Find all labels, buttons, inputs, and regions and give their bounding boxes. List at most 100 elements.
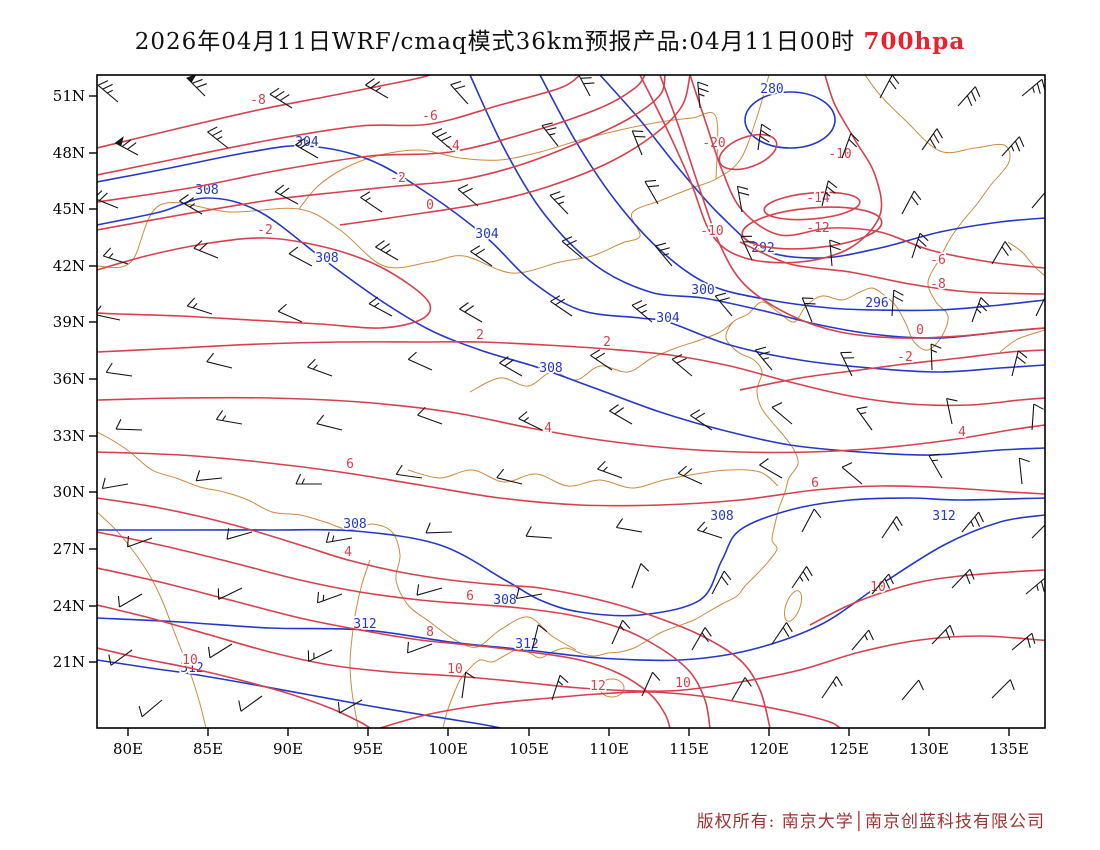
lat-tick-label: 27N [53, 540, 85, 558]
wind-barb [901, 679, 924, 701]
wind-barb [740, 235, 755, 261]
contour-label: 6 [346, 457, 354, 472]
height-contour [97, 659, 501, 728]
wind-barb [407, 351, 433, 371]
wind-barb [207, 126, 229, 149]
contour-label: 304 [475, 227, 499, 242]
wind-barb [97, 305, 121, 321]
lon-tick-label: 110E [589, 740, 629, 758]
wind-barb [238, 695, 263, 712]
wind-barb [696, 521, 723, 539]
wind-barb [417, 406, 443, 425]
wind-barb [901, 190, 922, 215]
contour-label: 10 [447, 662, 463, 677]
wind-barb [307, 649, 333, 662]
wind-barb [1021, 78, 1045, 97]
height-contour [469, 75, 1045, 339]
wind-barb [791, 566, 813, 589]
lon-tick-label: 115E [669, 740, 709, 758]
title-main: 2026年04月11日WRF/cmaq模式36km预报产品:04月11日00时 [134, 29, 856, 55]
wind-barb [609, 404, 633, 425]
lon-tick-label: 135E [989, 740, 1029, 758]
wind-barb [101, 477, 129, 490]
contour-label: -8 [930, 277, 946, 292]
wind-barb [851, 629, 874, 651]
wind-barb [615, 518, 643, 533]
wind-barb [179, 194, 203, 215]
geo-outline [469, 321, 734, 393]
title-level: 700hpa [863, 28, 966, 55]
contour-label: 0 [426, 198, 434, 213]
wind-barb [771, 402, 793, 425]
wind-barb [1018, 457, 1030, 485]
wind-barb [457, 184, 479, 207]
wind-barb [1025, 577, 1045, 595]
temperature-contour [97, 75, 646, 203]
contour-label: 4 [544, 421, 552, 436]
height-contour [599, 75, 1045, 259]
wind-barb [821, 676, 843, 699]
contour-label: 308 [710, 509, 733, 524]
contour-label: 12 [590, 679, 606, 694]
temperature-contour [97, 75, 666, 231]
contour-label: 300 [691, 283, 714, 298]
contour-label: 4 [344, 545, 352, 560]
wind-barb [578, 75, 595, 97]
wind-barb [677, 465, 703, 485]
wind-barb [193, 240, 219, 259]
wind-barb [470, 245, 493, 267]
wind-barb [931, 624, 955, 645]
wind-barb [461, 671, 476, 699]
wind-barb [891, 289, 904, 317]
lon-tick-label: 95E [353, 740, 383, 758]
temperature-contour [809, 569, 1045, 626]
wind-barb [971, 297, 990, 323]
wind-barb [117, 593, 143, 608]
wind-barb [108, 649, 133, 666]
temperature-contour [97, 237, 432, 329]
lat-tick-label: 51N [53, 87, 85, 105]
wind-barb [325, 531, 353, 544]
contour-label: 2 [476, 328, 484, 343]
wind-barb [946, 398, 958, 425]
wind-barb [97, 190, 119, 209]
lon-tick-label: 130E [909, 740, 949, 758]
wind-barb [105, 362, 133, 377]
contour-label: -6 [930, 253, 946, 268]
wind-barb [360, 191, 383, 213]
wind-barb [1031, 191, 1045, 209]
wind-barb [138, 699, 163, 718]
temperature-contour [97, 396, 1045, 454]
height-contour [97, 514, 1045, 662]
lat-tick-label: 21N [53, 653, 85, 671]
contour-label: 10 [182, 653, 198, 668]
wind-barb [316, 414, 343, 431]
wind-barb [127, 535, 153, 548]
wind-barb [307, 358, 333, 377]
lat-tick-label: 45N [53, 200, 85, 218]
contour-label: 4 [958, 425, 966, 440]
footer-label: 版权所有: 南京大学│南京创蓝科技有限公司 [696, 812, 1045, 832]
height-contour [97, 197, 1045, 456]
wind-barb [407, 641, 433, 654]
wind-barb [215, 410, 243, 425]
wind-barb [206, 352, 233, 369]
wind-barb [821, 180, 838, 207]
map-frame [96, 74, 1046, 729]
wind-barb [295, 138, 319, 159]
temperature-contour [97, 604, 1045, 693]
wind-barb [551, 674, 569, 701]
wind-barb [714, 292, 733, 317]
contour-label: -12 [806, 221, 829, 236]
geo-outline [1007, 241, 1045, 277]
wind-barb [879, 75, 900, 99]
geo-outline [349, 559, 371, 728]
contour-label: 0 [916, 323, 924, 338]
wind-barb [961, 511, 984, 533]
wind-barb [1001, 136, 1025, 157]
wind-barb [759, 458, 783, 479]
wind-barb [671, 354, 693, 377]
wind-barb [711, 570, 732, 595]
lat-tick-label: 24N [53, 597, 85, 615]
